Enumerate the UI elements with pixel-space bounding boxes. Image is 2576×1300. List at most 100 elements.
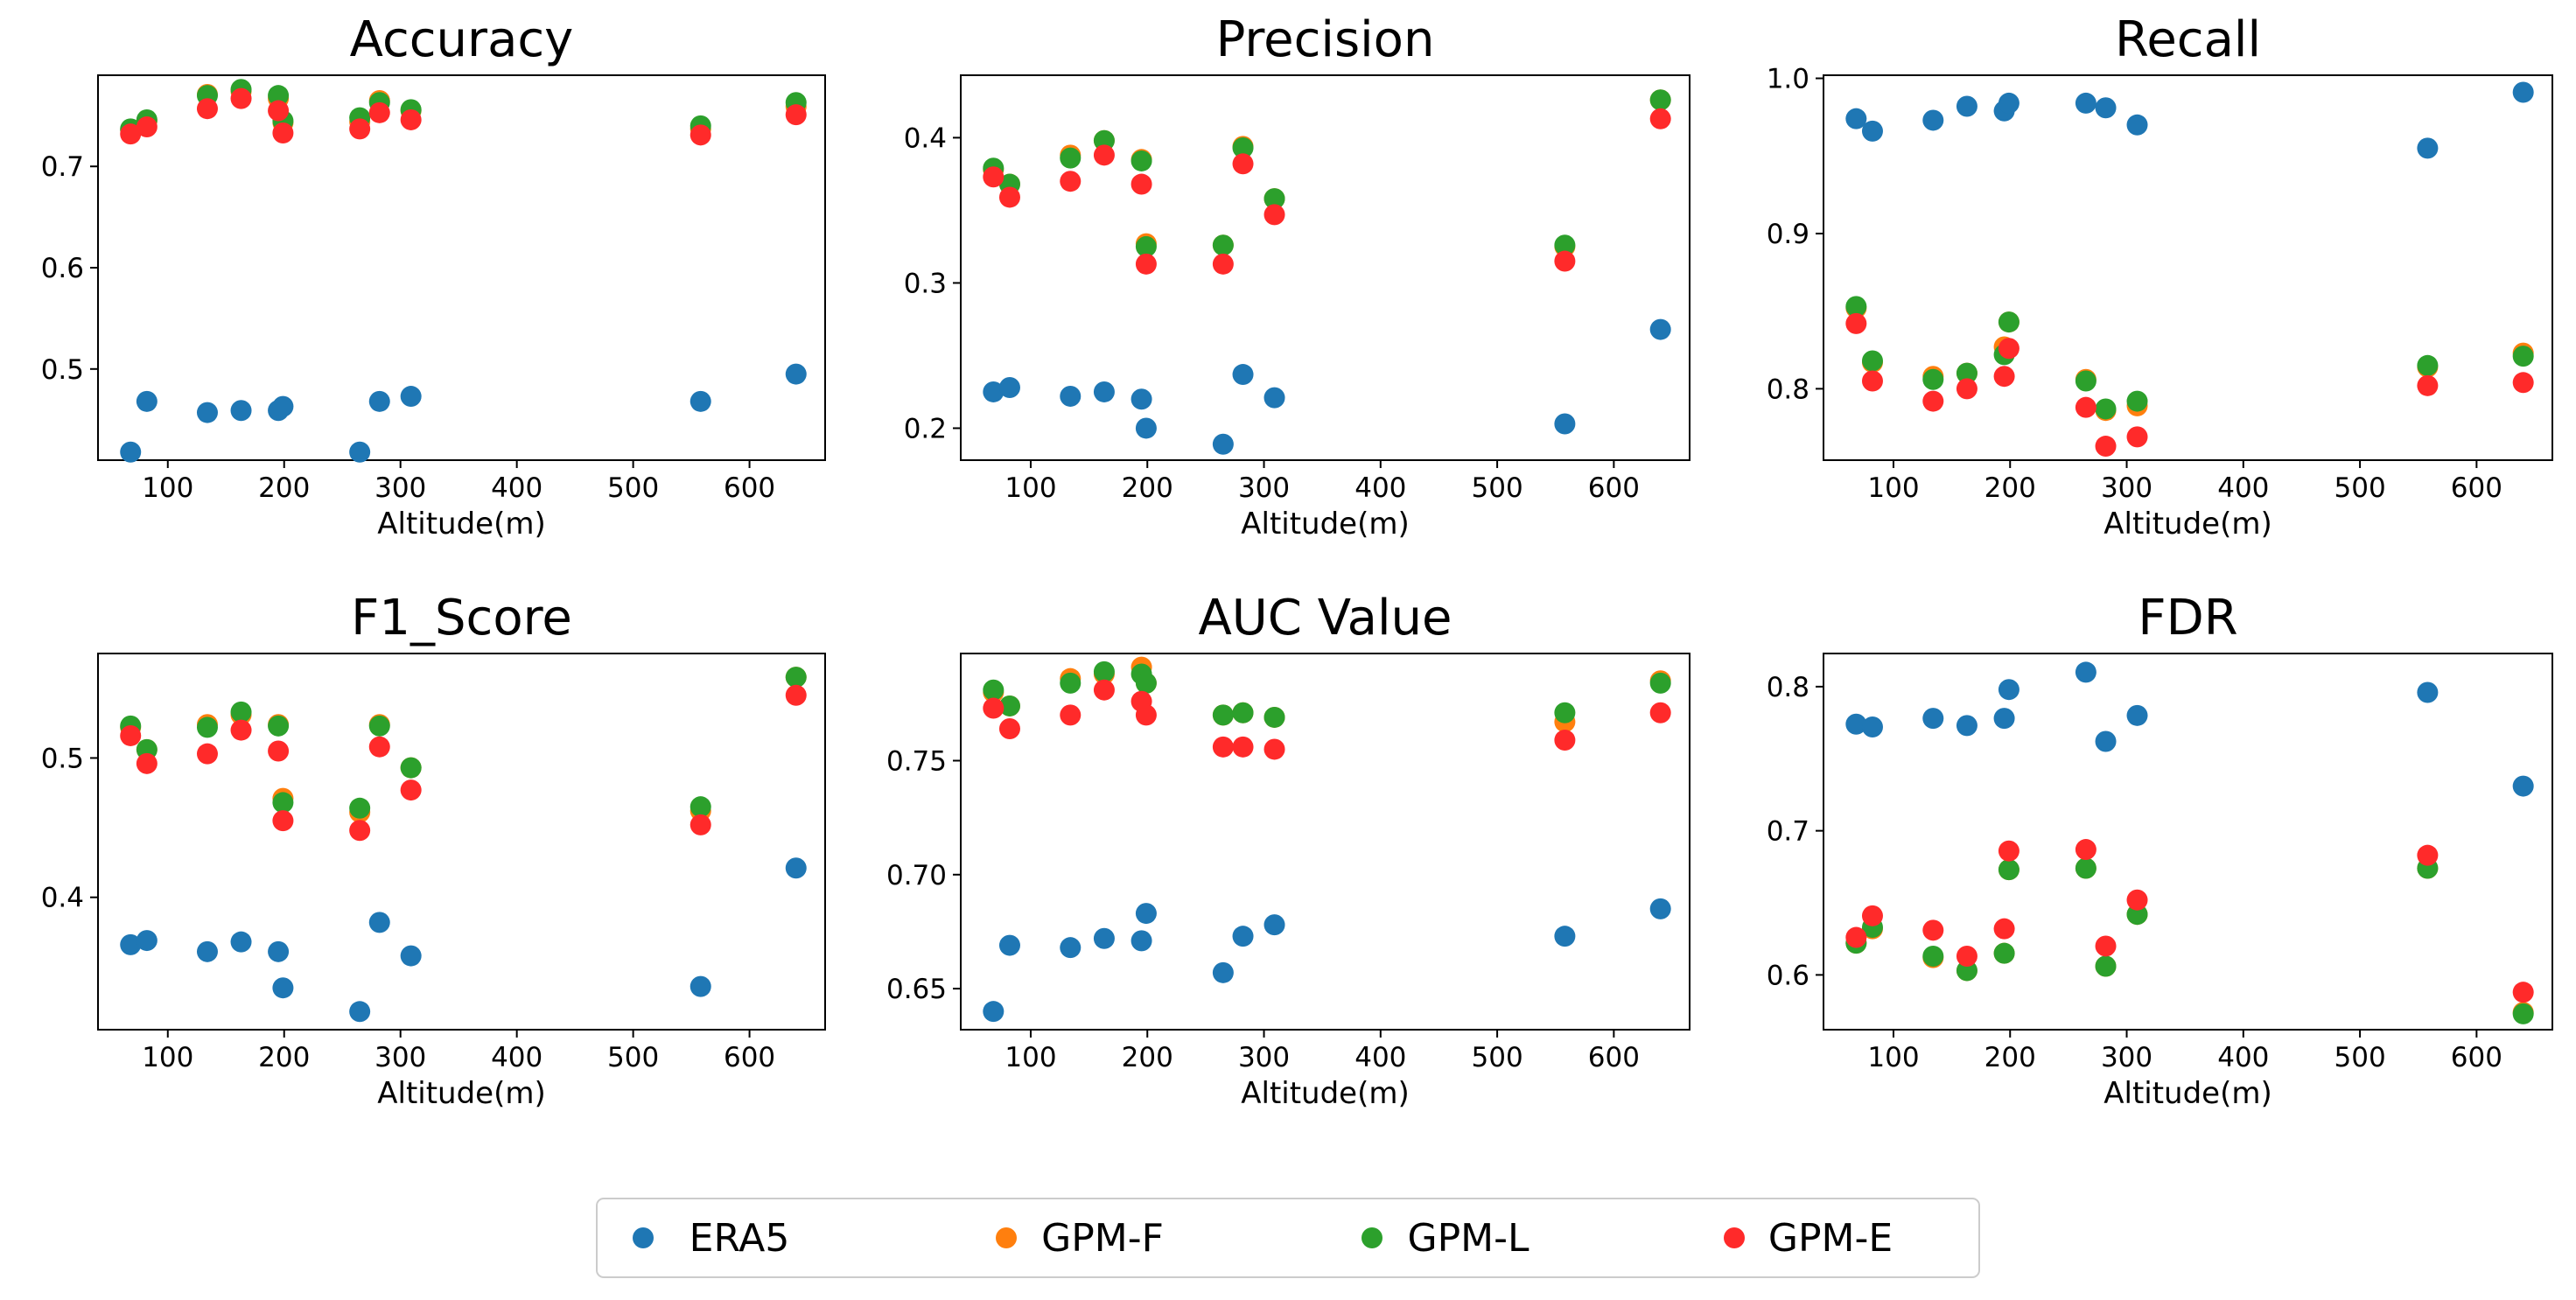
auc-value-point-gpm-l xyxy=(1554,702,1576,723)
precision-point-era5 xyxy=(1554,413,1576,435)
f1-score-point-gpm-l xyxy=(690,796,711,818)
fdr-series-gpm-l xyxy=(1845,857,2534,1024)
auc-value-xtick-label: 600 xyxy=(1588,1042,1640,1073)
fdr-point-era5 xyxy=(2512,775,2534,797)
auc-value-point-gpm-e xyxy=(1232,736,1254,758)
fdr-point-era5 xyxy=(1845,713,1867,735)
fdr-point-era5 xyxy=(1922,708,1944,730)
f1-score-point-gpm-e xyxy=(272,810,294,832)
fdr-xtick-label: 200 xyxy=(1984,1042,2036,1073)
accuracy-point-era5 xyxy=(349,441,371,463)
accuracy-point-era5 xyxy=(196,402,218,423)
recall-point-gpm-e xyxy=(1993,366,2015,388)
recall-title: Recall xyxy=(2115,11,2261,68)
legend-marker-gpm-f xyxy=(996,1227,1017,1248)
f1-score-axes-frame xyxy=(97,653,826,1031)
f1-score-point-era5 xyxy=(268,940,290,962)
legend-label-era5: ERA5 xyxy=(690,1216,790,1261)
precision-point-gpm-l xyxy=(1093,129,1115,151)
auc-value-point-gpm-l xyxy=(1135,672,1157,694)
precision-xtick-label: 600 xyxy=(1588,472,1640,504)
fdr-axes-frame xyxy=(1823,653,2553,1031)
recall-series-era5 xyxy=(1845,81,2534,159)
recall-series-gpm-l xyxy=(1845,296,2534,420)
legend-entry-gpm-l: GPM-L xyxy=(1362,1216,1530,1261)
fdr-point-era5 xyxy=(2126,704,2148,726)
auc-value-xlabel: Altitude(m) xyxy=(1241,1076,1410,1111)
precision-point-era5 xyxy=(983,381,1004,402)
fdr-point-gpm-l xyxy=(1993,942,2015,964)
fdr-point-gpm-e xyxy=(2095,935,2117,957)
auc-value-point-gpm-e xyxy=(1093,679,1115,701)
f1-score-point-era5 xyxy=(400,945,422,967)
precision-series-gpm-f xyxy=(983,89,1671,257)
fdr-panel: FDR 100 200 300 400 500 600 0.6 0.7 0.8 Altitude(m… xyxy=(1767,590,2553,1111)
f1-score-point-gpm-e xyxy=(349,820,371,842)
f1-score-series-gpm-l xyxy=(120,667,807,819)
recall-point-era5 xyxy=(2075,92,2096,114)
auc-value-point-era5 xyxy=(1212,961,1234,983)
auc-value-point-gpm-l xyxy=(998,695,1020,716)
auc-value-point-gpm-l xyxy=(1649,672,1671,694)
fdr-ytick-label: 0.7 xyxy=(1767,816,1810,848)
auc-value-title: AUC Value xyxy=(1199,590,1452,647)
auc-value-point-gpm-e xyxy=(1264,738,1285,760)
f1-score-panel: F1_Score 100 200 300 400 500 600 0.4 0.5 Altitude… xyxy=(41,590,826,1111)
precision-series-gpm-l xyxy=(983,89,1671,257)
accuracy-panel: Accuracy 100 200 300 400 500 600 0.5 0.6 0.7 Altit… xyxy=(41,11,826,542)
recall-point-gpm-e xyxy=(2512,372,2534,394)
accuracy-series-gpm-e xyxy=(120,87,807,146)
auc-value-point-era5 xyxy=(1232,926,1254,947)
fdr-point-era5 xyxy=(2075,661,2096,683)
f1-score-ytick-label: 0.4 xyxy=(41,883,84,914)
accuracy-point-gpm-e xyxy=(400,108,422,130)
precision-panel: Precision 100 200 300 400 500 600 0.2 0.3 0.4 Alti… xyxy=(904,11,1690,542)
f1-score-point-era5 xyxy=(368,912,390,933)
fdr-point-gpm-e xyxy=(2417,844,2439,866)
precision-title: Precision xyxy=(1216,11,1435,68)
precision-point-gpm-e xyxy=(1093,144,1115,166)
accuracy-xtick-label: 300 xyxy=(374,472,426,504)
f1-score-xlabel: Altitude(m) xyxy=(377,1076,546,1111)
precision-point-gpm-e xyxy=(1212,253,1234,275)
fdr-series-era5 xyxy=(1845,661,2534,797)
accuracy-point-gpm-e xyxy=(785,104,807,126)
auc-value-xtick-label: 400 xyxy=(1354,1042,1406,1073)
fdr-point-era5 xyxy=(2417,681,2439,703)
legend-entry-gpm-e: GPM-E xyxy=(1724,1216,1893,1261)
f1-score-point-era5 xyxy=(349,1001,371,1023)
fdr-point-gpm-l xyxy=(1998,859,2020,881)
precision-xtick-label: 300 xyxy=(1238,472,1290,504)
precision-point-gpm-l xyxy=(1135,235,1157,257)
accuracy-point-era5 xyxy=(400,386,422,408)
f1-score-point-gpm-e xyxy=(268,740,290,762)
legend: ERA5 GPM-F GPM-L GPM-E xyxy=(596,1198,1980,1278)
fdr-title: FDR xyxy=(2138,590,2237,647)
accuracy-point-gpm-e xyxy=(230,87,252,109)
auc-value-xtick-label: 500 xyxy=(1472,1042,1523,1073)
recall-point-gpm-l xyxy=(2075,370,2096,392)
auc-value-ytick-label: 0.75 xyxy=(886,745,947,777)
fdr-xtick-label: 100 xyxy=(1867,1042,1919,1073)
recall-point-gpm-l xyxy=(2512,346,2534,367)
f1-score-point-gpm-l xyxy=(230,701,252,723)
f1-score-point-era5 xyxy=(196,940,218,962)
legend-marker-gpm-e xyxy=(1724,1227,1745,1248)
precision-point-gpm-e xyxy=(998,186,1020,208)
legend-label-gpm-l: GPM-L xyxy=(1408,1216,1530,1261)
precision-series-gpm-e xyxy=(983,108,1671,275)
auc-value-point-gpm-e xyxy=(1135,704,1157,726)
recall-point-era5 xyxy=(2417,137,2439,159)
fdr-xtick-label: 500 xyxy=(2334,1042,2386,1073)
accuracy-point-era5 xyxy=(690,390,711,412)
f1-score-point-era5 xyxy=(120,933,142,955)
recall-xtick-label: 500 xyxy=(2334,472,2386,504)
auc-value-xtick-label: 100 xyxy=(1004,1042,1056,1073)
f1-score-xtick-label: 100 xyxy=(142,1042,193,1073)
recall-point-gpm-l xyxy=(1956,362,1978,384)
recall-point-era5 xyxy=(2126,114,2148,136)
accuracy-xlabel: Altitude(m) xyxy=(377,507,546,542)
f1-score-point-gpm-e xyxy=(196,743,218,765)
fdr-point-gpm-l xyxy=(2126,904,2148,926)
recall-point-gpm-e xyxy=(2126,426,2148,448)
